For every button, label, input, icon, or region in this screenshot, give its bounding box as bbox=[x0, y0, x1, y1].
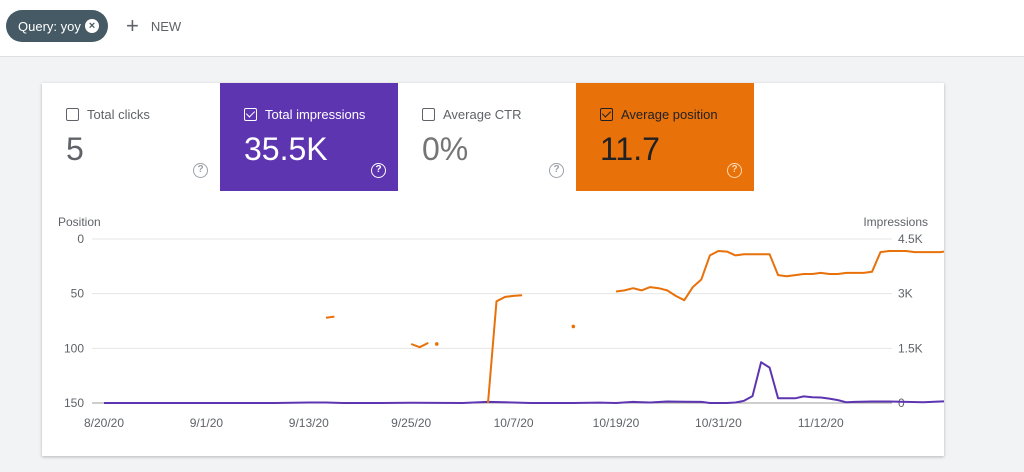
checkbox-checked-icon[interactable] bbox=[244, 108, 257, 121]
metric-value: 5 bbox=[66, 131, 84, 167]
impressions-line bbox=[104, 361, 944, 404]
metric-total-clicks[interactable]: Total clicks 5 ? bbox=[42, 83, 220, 191]
new-filter-button[interactable]: + NEW bbox=[126, 14, 181, 38]
query-filter-chip[interactable]: Query: yoy × bbox=[6, 10, 108, 42]
right-axis-tick-label: 0 bbox=[898, 396, 905, 410]
metric-label: Average CTR bbox=[443, 107, 522, 122]
x-axis-tick-label: 9/1/20 bbox=[190, 416, 224, 430]
metric-label: Total impressions bbox=[265, 107, 366, 122]
metric-total-impressions[interactable]: Total impressions 35.5K ? bbox=[220, 83, 398, 191]
metric-value: 11.7 bbox=[600, 131, 660, 167]
position-line bbox=[325, 315, 335, 319]
x-axis-tick-label: 8/20/20 bbox=[84, 416, 124, 430]
checkbox-icon[interactable] bbox=[66, 108, 79, 121]
x-axis-tick-label: 9/25/20 bbox=[391, 416, 431, 430]
help-icon[interactable]: ? bbox=[371, 163, 386, 178]
x-axis-tick-label: 9/13/20 bbox=[289, 416, 329, 430]
position-line bbox=[615, 250, 944, 302]
left-axis-tick-label: 0 bbox=[77, 232, 84, 246]
left-axis-tick-label: 50 bbox=[71, 287, 85, 301]
left-axis-tick-label: 100 bbox=[64, 341, 84, 355]
left-axis-title: Position bbox=[58, 215, 101, 229]
metric-value: 35.5K bbox=[244, 131, 328, 167]
metric-average-ctr[interactable]: Average CTR 0% ? bbox=[398, 83, 576, 191]
help-icon[interactable]: ? bbox=[727, 163, 742, 178]
x-axis-tick-label: 10/31/20 bbox=[695, 416, 742, 430]
x-axis-ticks: 8/20/20 9/1/20 9/13/20 9/25/20 10/7/20 10/19/… bbox=[84, 416, 844, 430]
right-axis-ticks: 4.5K 3K 1.5K 0 bbox=[898, 232, 923, 410]
performance-chart: Position Impressions 0 50 100 150 4.5K 3K 1.5… bbox=[58, 215, 944, 430]
left-axis-ticks: 0 50 100 150 bbox=[64, 232, 84, 410]
right-axis-tick-label: 4.5K bbox=[898, 232, 923, 246]
position-line bbox=[487, 294, 523, 404]
metric-label: Average position bbox=[621, 107, 718, 122]
query-filter-label: Query: yoy bbox=[18, 18, 81, 34]
right-axis-tick-label: 1.5K bbox=[898, 341, 923, 355]
x-axis-tick-label: 11/12/20 bbox=[798, 416, 844, 430]
metric-label: Total clicks bbox=[87, 107, 150, 122]
close-icon[interactable]: × bbox=[85, 19, 99, 33]
help-icon[interactable]: ? bbox=[549, 163, 564, 178]
position-point bbox=[571, 324, 576, 329]
x-axis-tick-label: 10/7/20 bbox=[494, 416, 534, 430]
help-icon[interactable]: ? bbox=[193, 163, 208, 178]
filter-bar: Query: yoy × + NEW bbox=[0, 0, 1024, 57]
chart-series bbox=[104, 250, 944, 404]
metric-value: 0% bbox=[422, 131, 469, 167]
right-axis-tick-label: 3K bbox=[898, 287, 913, 301]
position-point bbox=[435, 342, 439, 346]
x-axis-tick-label: 10/19/20 bbox=[593, 416, 640, 430]
plus-icon: + bbox=[126, 13, 139, 38]
position-line bbox=[410, 342, 429, 349]
performance-card: Total clicks 5 ? Total impressions 35.5K… bbox=[42, 83, 944, 456]
checkbox-checked-icon[interactable] bbox=[600, 108, 613, 121]
metric-average-position[interactable]: Average position 11.7 ? bbox=[576, 83, 754, 191]
right-axis-title: Impressions bbox=[863, 215, 928, 229]
new-button-label: NEW bbox=[150, 18, 182, 34]
left-axis-tick-label: 150 bbox=[64, 396, 84, 410]
checkbox-icon[interactable] bbox=[422, 108, 435, 121]
